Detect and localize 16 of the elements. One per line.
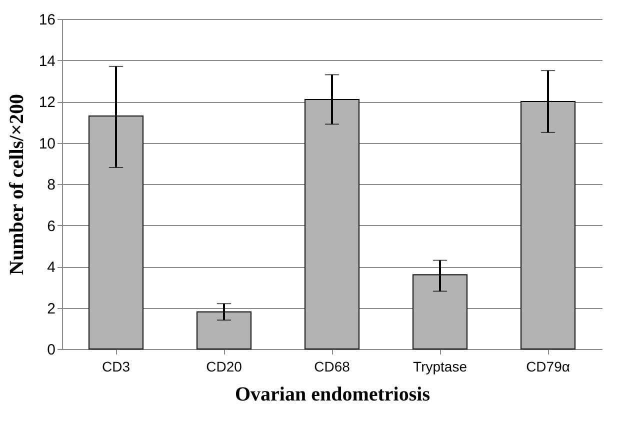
y-tick-label: 6 — [47, 218, 56, 235]
x-axis-title: Ovarian endometriosis — [235, 384, 430, 406]
y-tick-label: 0 — [47, 342, 56, 358]
y-tick-label: 2 — [47, 300, 56, 318]
y-axis-title: Number of cells/×200 — [6, 94, 28, 276]
x-tick-label: CD79α — [526, 358, 570, 374]
y-tick-label: 10 — [38, 135, 56, 152]
y-tick-label: 12 — [38, 94, 56, 111]
y-tick-label: 16 — [38, 12, 56, 28]
x-tick-label: CD20 — [206, 358, 242, 374]
y-tick-label: 4 — [47, 259, 56, 276]
y-tick-label: 8 — [47, 176, 56, 194]
y-tick-label: 14 — [38, 52, 56, 70]
x-tick-label: CD3 — [102, 358, 130, 374]
x-tick-label: CD68 — [314, 358, 350, 374]
x-tick-label: Tryptase — [413, 358, 468, 374]
